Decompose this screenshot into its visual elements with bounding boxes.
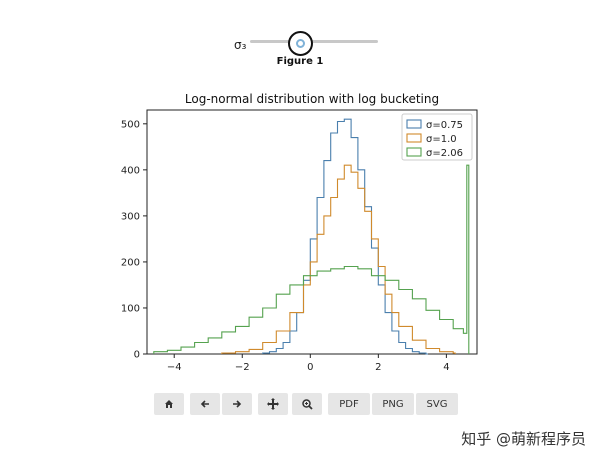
- home-button[interactable]: [154, 393, 184, 415]
- png-button[interactable]: PNG: [372, 393, 414, 415]
- x-tick-label: −4: [167, 362, 182, 373]
- slider-track[interactable]: [250, 40, 378, 43]
- legend-swatch: [406, 133, 422, 143]
- move-icon: [267, 398, 279, 410]
- series-line-1: [262, 118, 428, 355]
- y-tick-label: 300: [121, 211, 140, 222]
- legend-swatch: [406, 119, 422, 129]
- plot-frame: [146, 109, 478, 355]
- y-tick-label: 100: [121, 303, 140, 314]
- histogram-chart[interactable]: Log-normal distribution with log bucketi…: [0, 0, 600, 390]
- zoom-icon: [301, 398, 313, 410]
- chart-title: Log-normal distribution with log bucketi…: [185, 92, 439, 106]
- svg-button[interactable]: SVG: [416, 393, 458, 415]
- slider-thumb[interactable]: [288, 31, 313, 56]
- x-tick-label: 2: [375, 362, 381, 373]
- back-button[interactable]: [190, 393, 220, 415]
- y-tick-label: 0: [134, 350, 140, 361]
- watermark-text: 知乎 @萌新程序员: [461, 430, 586, 448]
- figure-title: Figure 1: [276, 56, 324, 67]
- arrow-left-icon: [200, 400, 209, 408]
- legend-swatch: [406, 147, 422, 157]
- pan-button[interactable]: [258, 393, 288, 415]
- legend-label: σ=0.75: [426, 120, 463, 131]
- x-tick-label: −2: [235, 362, 250, 373]
- slider-label: σ₃: [234, 38, 247, 52]
- zoom-button[interactable]: [292, 393, 322, 415]
- series-line-2: [221, 164, 456, 354]
- home-icon: [165, 400, 173, 408]
- legend-label: σ=1.0: [426, 134, 457, 145]
- arrow-right-icon: [233, 400, 242, 408]
- x-tick-label: 0: [307, 362, 313, 373]
- y-tick-label: 400: [121, 165, 140, 176]
- legend-label: σ=2.06: [426, 148, 463, 159]
- series-line-3: [153, 164, 470, 354]
- x-tick-label: 4: [443, 362, 449, 373]
- y-tick-label: 200: [121, 257, 140, 268]
- pdf-button[interactable]: PDF: [328, 393, 370, 415]
- y-tick-label: 500: [121, 119, 140, 130]
- forward-button[interactable]: [222, 393, 252, 415]
- sigma-slider[interactable]: σ₃: [230, 30, 390, 63]
